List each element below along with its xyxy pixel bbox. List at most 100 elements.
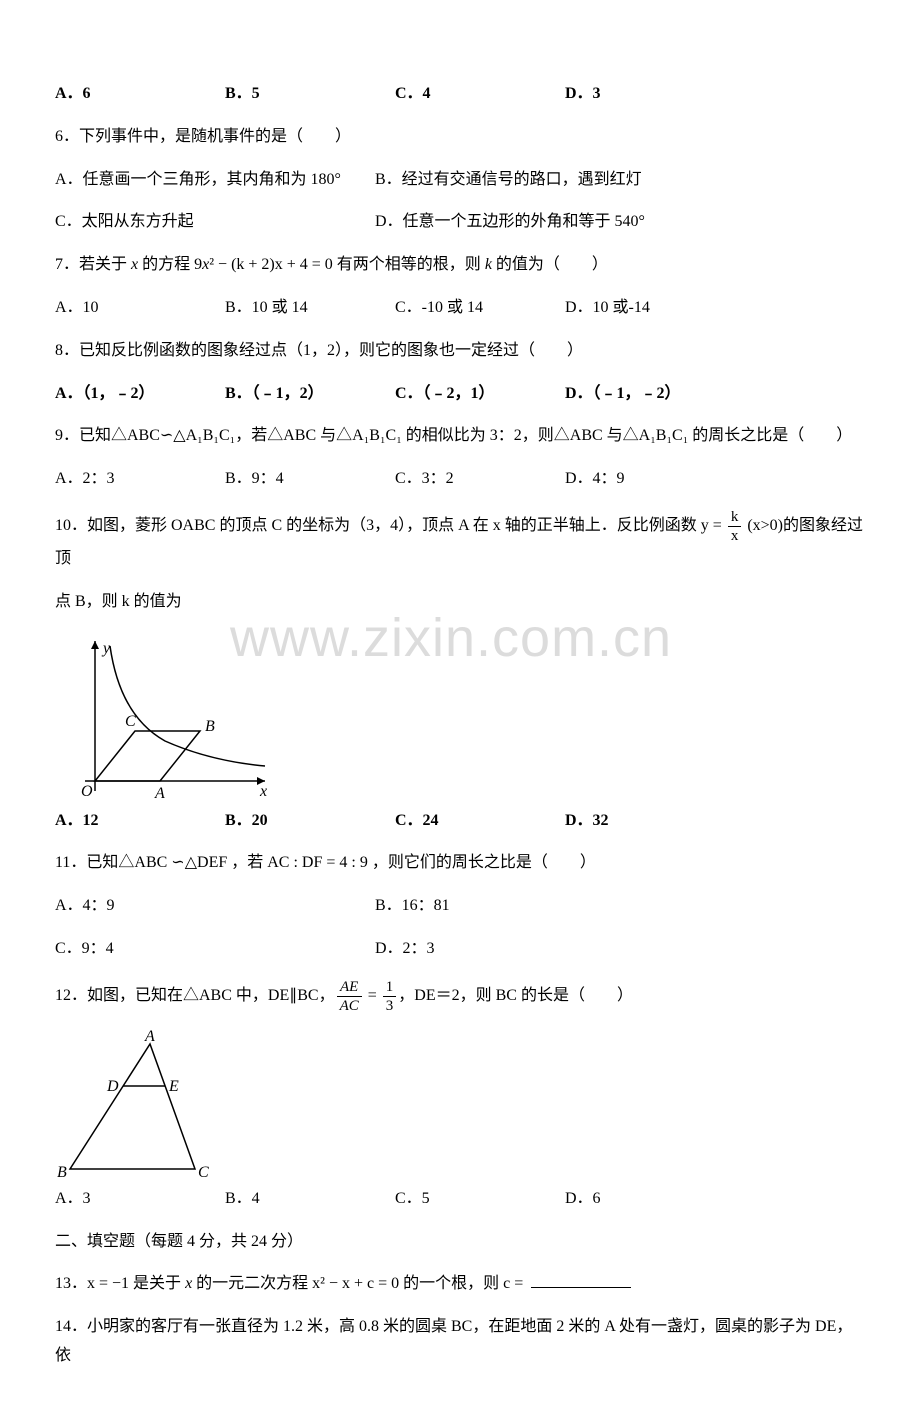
opt-label: B．5 <box>225 85 260 102</box>
q8-stem: 8．已知反比例函数的图象经过点（1，2），则它的图象也一定经过（ ） <box>55 337 865 366</box>
point-c-label: C <box>198 1164 209 1179</box>
numerator: k <box>728 508 742 527</box>
q8-opt-a: A．（1，﹣2） <box>55 380 225 409</box>
q7-opt-c: C．-10 或 14 <box>395 294 565 323</box>
text: 的值为（ ） <box>492 256 608 273</box>
text: 7．若关于 <box>55 256 131 273</box>
document-content: A．6 B．5 C．4 D．3 6．下列事件中，是随机事件的是（ ） A．任意画… <box>55 80 865 1371</box>
q7-opt-a: A．10 <box>55 294 225 323</box>
q6-opt-c: C．太阳从东方升起 <box>55 208 375 237</box>
q11-opt-d: D．2：3 <box>375 935 695 964</box>
q8-opt-d: D．（﹣1，﹣2） <box>565 380 735 409</box>
q7-options: A．10 B．10 或 14 C．-10 或 14 D．10 或-14 <box>55 294 865 323</box>
text: 的一元二次方程 x² − x + c = 0 的一个根，则 c = <box>192 1275 527 1292</box>
q11-options-ab: A．4：9 B．16：81 <box>55 892 865 921</box>
opt-label: A．12 <box>55 812 99 829</box>
numerator: 1 <box>383 978 397 997</box>
q11-options-cd: C．9：4 D．2：3 <box>55 935 865 964</box>
q12-options: A．3 B．4 C．5 D．6 <box>55 1185 865 1214</box>
q9-opt-d: D．4：9 <box>565 465 735 494</box>
q9-stem: 9．已知△ABC∽△A₁B₁C₁，若△ABC 与△A₁B₁C₁ 的相似比为 3：… <box>55 422 865 451</box>
section2-heading: 二、填空题（每题 4 分，共 24 分） <box>55 1228 865 1257</box>
q6-stem: 6．下列事件中，是随机事件的是（ ） <box>55 123 865 152</box>
q7-stem: 7．若关于 x 的方程 9x² − (k + 2)x + 4 = 0 有两个相等… <box>55 251 865 280</box>
var-k: k <box>485 256 492 273</box>
fraction-ae-ac: AEAC <box>337 978 362 1015</box>
q9-opt-c: C．3：2 <box>395 465 565 494</box>
q8-options: A．（1，﹣2） B．（﹣1，2） C．（﹣2，1） D．（﹣1，﹣2） <box>55 380 865 409</box>
fill-blank <box>531 1272 631 1288</box>
point-d-label: D <box>106 1078 119 1095</box>
q6-options-ab: A．任意画一个三角形，其内角和为 180° B．经过有交通信号的路口，遇到红灯 <box>55 166 865 195</box>
q12-opt-d: D．6 <box>565 1185 735 1214</box>
q12-graph: A B C D E <box>55 1029 215 1179</box>
fraction-k-over-x: kx <box>728 508 742 545</box>
denominator: x <box>728 527 742 545</box>
text: ² − (k + 2)x + 4 = 0 有两个相等的根，则 <box>209 256 485 273</box>
q6-options-cd: C．太阳从东方升起 D．任意一个五边形的外角和等于 540° <box>55 208 865 237</box>
q10-opt-b: B．20 <box>225 807 395 836</box>
q5-opt-b: B．5 <box>225 80 395 109</box>
opt-label: D．（﹣1，﹣2） <box>565 385 681 402</box>
q5-options: A．6 B．5 C．4 D．3 <box>55 80 865 109</box>
q10-stem-line2: 点 B，则 k 的值为 <box>55 588 865 617</box>
opt-label: C．24 <box>395 812 439 829</box>
q11-opt-c: C．9：4 <box>55 935 375 964</box>
text: 10．如图，菱形 OABC 的顶点 C 的坐标为（3，4），顶点 A 在 x 轴… <box>55 517 726 534</box>
q5-opt-d: D．3 <box>565 80 735 109</box>
point-b-label: B <box>205 718 215 735</box>
eq: = <box>364 987 381 1004</box>
point-a-label: A <box>144 1029 155 1045</box>
q12-opt-a: A．3 <box>55 1185 225 1214</box>
q6-opt-d: D．任意一个五边形的外角和等于 540° <box>375 208 695 237</box>
q10-stem-line1: 10．如图，菱形 OABC 的顶点 C 的坐标为（3，4），顶点 A 在 x 轴… <box>55 508 865 574</box>
text: 12．如图，已知在△ABC 中，DE∥BC， <box>55 987 335 1004</box>
point-b-label: B <box>57 1164 67 1179</box>
point-c-label: C <box>125 713 136 730</box>
q12-opt-c: C．5 <box>395 1185 565 1214</box>
q9-options: A．2：3 B．9：4 C．3：2 D．4：9 <box>55 465 865 494</box>
numerator: AE <box>337 978 362 997</box>
opt-label: D．3 <box>565 85 601 102</box>
opt-label: A．（1，﹣2） <box>55 385 155 402</box>
q10-opt-a: A．12 <box>55 807 225 836</box>
q12-stem: 12．如图，已知在△ABC 中，DE∥BC，AEAC = 13，DE＝2，则 B… <box>55 978 865 1015</box>
denominator: 3 <box>383 997 397 1015</box>
q10-options: A．12 B．20 C．24 D．32 <box>55 807 865 836</box>
q13-stem: 13．x = −1 是关于 x 的一元二次方程 x² − x + c = 0 的… <box>55 1270 865 1299</box>
q10-opt-c: C．24 <box>395 807 565 836</box>
opt-label: C．（﹣2，1） <box>395 385 495 402</box>
q6-opt-b: B．经过有交通信号的路口，遇到红灯 <box>375 166 695 195</box>
opt-label: B．（﹣1，2） <box>225 385 324 402</box>
q10-opt-d: D．32 <box>565 807 735 836</box>
q11-opt-b: B．16：81 <box>375 892 695 921</box>
q5-opt-c: C．4 <box>395 80 565 109</box>
q14-stem: 14．小明家的客厅有一张直径为 1.2 米，高 0.8 米的圆桌 BC，在距地面… <box>55 1313 865 1371</box>
opt-label: D．32 <box>565 812 609 829</box>
opt-label: A．6 <box>55 85 91 102</box>
q6-opt-a: A．任意画一个三角形，其内角和为 180° <box>55 166 375 195</box>
y-axis-label: y <box>101 640 111 657</box>
q8-opt-c: C．（﹣2，1） <box>395 380 565 409</box>
q11-opt-a: A．4：9 <box>55 892 375 921</box>
q7-opt-d: D．10 或-14 <box>565 294 735 323</box>
origin-label: O <box>81 783 93 800</box>
q10-graph: y x O A C B <box>55 631 275 801</box>
text: ，DE＝2，则 BC 的长是（ ） <box>398 987 633 1004</box>
text: 的方程 9 <box>138 256 202 273</box>
fraction-1-3: 13 <box>383 978 397 1015</box>
text: 13．x = −1 是关于 <box>55 1275 185 1292</box>
x-axis-label: x <box>259 783 267 800</box>
opt-label: C．4 <box>395 85 431 102</box>
point-e-label: E <box>168 1078 179 1095</box>
denominator: AC <box>337 997 362 1015</box>
q8-opt-b: B．（﹣1，2） <box>225 380 395 409</box>
q5-opt-a: A．6 <box>55 80 225 109</box>
q11-stem: 11．已知△ABC ∽△DEF ，若 AC : DF = 4 : 9 ，则它们的… <box>55 849 865 878</box>
q9-opt-b: B．9：4 <box>225 465 395 494</box>
q7-opt-b: B．10 或 14 <box>225 294 395 323</box>
q9-opt-a: A．2：3 <box>55 465 225 494</box>
opt-label: B．20 <box>225 812 268 829</box>
point-a-label: A <box>154 785 165 801</box>
q12-opt-b: B．4 <box>225 1185 395 1214</box>
